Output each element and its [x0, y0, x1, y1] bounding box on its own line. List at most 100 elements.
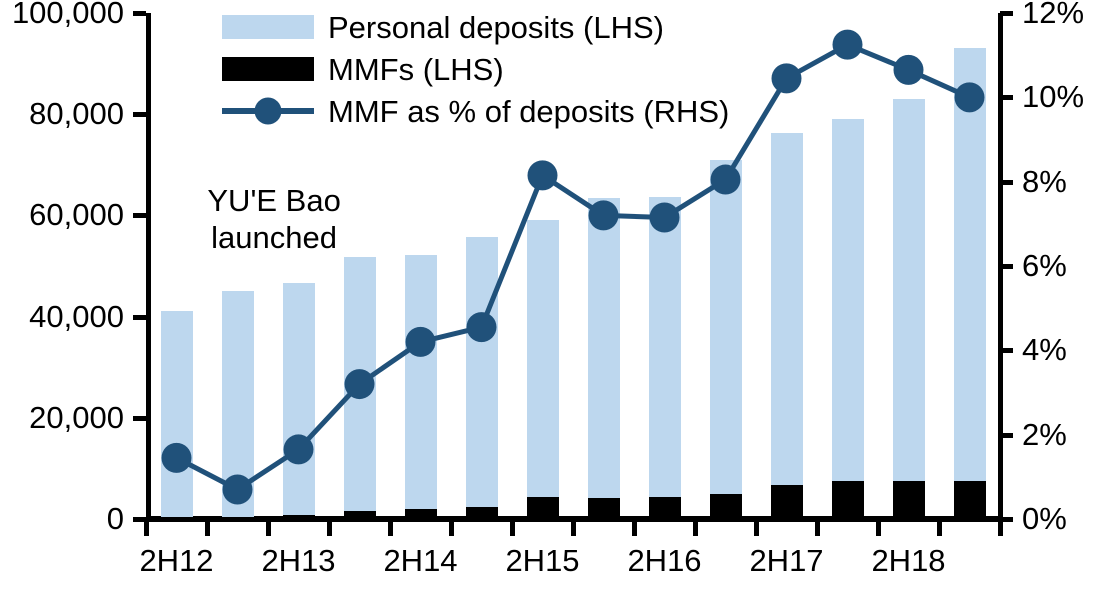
- left-axis-tick: [133, 112, 146, 118]
- ratio-line-marker: [527, 160, 558, 191]
- left-axis-tick-label: 40,000: [29, 298, 124, 334]
- legend-swatch-mmfs: [222, 48, 314, 90]
- x-axis-tick: [998, 522, 1003, 536]
- bar-mmfs: [282, 515, 315, 519]
- ratio-line-marker: [832, 29, 863, 60]
- bar-mmfs: [953, 480, 986, 519]
- right-axis-tick-label: 12%: [1022, 0, 1085, 30]
- x-axis-tick-label: 2H13: [261, 543, 336, 578]
- left-axis-tick: [133, 213, 146, 219]
- x-axis-tick-label: 2H16: [627, 543, 702, 578]
- right-axis-tick-label: 0%: [1022, 501, 1067, 536]
- left-axis-tick-label: 60,000: [29, 197, 124, 233]
- ratio-line-marker: [649, 202, 680, 233]
- ratio-line-marker: [893, 54, 924, 85]
- bar-personal-deposits: [709, 160, 742, 519]
- ratio-line-marker: [283, 434, 314, 465]
- left-axis-tick: [133, 517, 146, 522]
- x-axis-tick: [388, 522, 393, 536]
- ratio-line-marker: [161, 442, 192, 473]
- ratio-line-marker: [222, 474, 253, 505]
- bar-personal-deposits: [465, 237, 498, 519]
- x-axis-tick-label: 2H18: [871, 543, 946, 578]
- legend-swatch-personal-deposits: [222, 6, 314, 48]
- x-axis-tick: [937, 522, 942, 536]
- legend-item-personal-deposits: Personal deposits (LHS): [222, 6, 729, 48]
- right-axis-tick: [1000, 95, 1013, 101]
- bar-mmfs: [770, 485, 803, 519]
- legend-label-personal-deposits: Personal deposits (LHS): [328, 9, 664, 45]
- x-axis-tick-label: 2H12: [139, 543, 214, 578]
- bar-personal-deposits: [953, 48, 986, 519]
- bar-mmfs: [343, 510, 376, 519]
- plot-area: [146, 13, 1000, 519]
- right-axis-tick: [1000, 179, 1013, 185]
- left-axis-tick-label: 0: [106, 501, 124, 536]
- ratio-line-marker: [588, 200, 619, 231]
- bar-mmfs: [587, 498, 620, 519]
- bar-mmfs: [892, 481, 925, 519]
- ratio-line-marker: [954, 82, 985, 113]
- left-axis-tick: [133, 11, 146, 16]
- right-axis-tick-label: 6%: [1022, 248, 1067, 283]
- x-axis-tick: [327, 522, 332, 536]
- bar-mmfs: [221, 516, 254, 519]
- ratio-line-marker: [344, 369, 375, 400]
- left-axis-line: [146, 13, 151, 521]
- left-axis-tick-label: 100,000: [11, 0, 124, 30]
- bar-personal-deposits: [587, 197, 620, 519]
- bar-personal-deposits: [160, 310, 193, 519]
- x-axis-tick: [266, 522, 271, 536]
- right-axis-tick: [1000, 264, 1013, 269]
- right-axis-tick-label: 10%: [1022, 79, 1085, 115]
- x-axis-tick-label: 2H15: [505, 543, 580, 578]
- bar-personal-deposits: [892, 99, 925, 519]
- x-axis-tick: [876, 522, 881, 536]
- bar-personal-deposits: [831, 118, 864, 519]
- bar-personal-deposits: [404, 254, 437, 519]
- ratio-line-series: [161, 29, 985, 505]
- right-axis-tick-label: 4%: [1022, 332, 1067, 368]
- bar-mmfs: [160, 517, 193, 519]
- bar-personal-deposits: [282, 282, 315, 519]
- x-axis-tick: [144, 522, 149, 536]
- legend-label-mmf-pct: MMF as % of deposits (RHS): [328, 93, 730, 129]
- right-axis-tick: [1000, 11, 1013, 16]
- legend-line-marker-mmf-pct: [222, 90, 314, 132]
- bar-mmfs: [526, 496, 559, 519]
- x-axis-tick-label: 2H17: [749, 543, 824, 578]
- ratio-line-marker: [466, 312, 497, 343]
- x-axis-tick-label: 2H14: [383, 543, 458, 578]
- left-axis-tick: [133, 415, 146, 421]
- x-axis-tick: [632, 522, 637, 536]
- ratio-line-marker: [710, 164, 741, 195]
- left-axis-tick-label: 80,000: [29, 96, 124, 132]
- bar-mmfs: [648, 497, 681, 519]
- x-axis-tick: [754, 522, 759, 536]
- ratio-line-marker: [405, 326, 436, 357]
- x-axis-tick: [510, 522, 515, 536]
- chart-legend: Personal deposits (LHS) MMFs (LHS) MMF a…: [222, 6, 729, 132]
- bar-mmfs: [831, 481, 864, 519]
- bar-personal-deposits: [770, 132, 803, 519]
- legend-label-mmfs: MMFs (LHS): [328, 51, 504, 87]
- x-axis-tick: [449, 522, 454, 536]
- x-axis-tick: [205, 522, 210, 536]
- legend-item-mmf-pct: MMF as % of deposits (RHS): [222, 90, 729, 132]
- bar-personal-deposits: [526, 220, 559, 519]
- x-axis-tick: [693, 522, 698, 536]
- bar-personal-deposits: [648, 196, 681, 519]
- right-axis-tick-label: 2%: [1022, 416, 1067, 452]
- x-axis-tick: [571, 522, 576, 536]
- right-axis-tick-label: 8%: [1022, 163, 1067, 199]
- right-axis-tick: [1000, 432, 1013, 438]
- bar-mmfs: [465, 506, 498, 519]
- x-axis-tick: [815, 522, 820, 536]
- right-axis-tick: [1000, 517, 1013, 522]
- annotation-yue-bao: YU'E Bao launched: [207, 183, 341, 256]
- bar-mmfs: [709, 493, 742, 519]
- bar-mmfs: [404, 508, 437, 519]
- legend-item-mmfs: MMFs (LHS): [222, 48, 729, 90]
- left-axis-tick-label: 20,000: [29, 399, 124, 435]
